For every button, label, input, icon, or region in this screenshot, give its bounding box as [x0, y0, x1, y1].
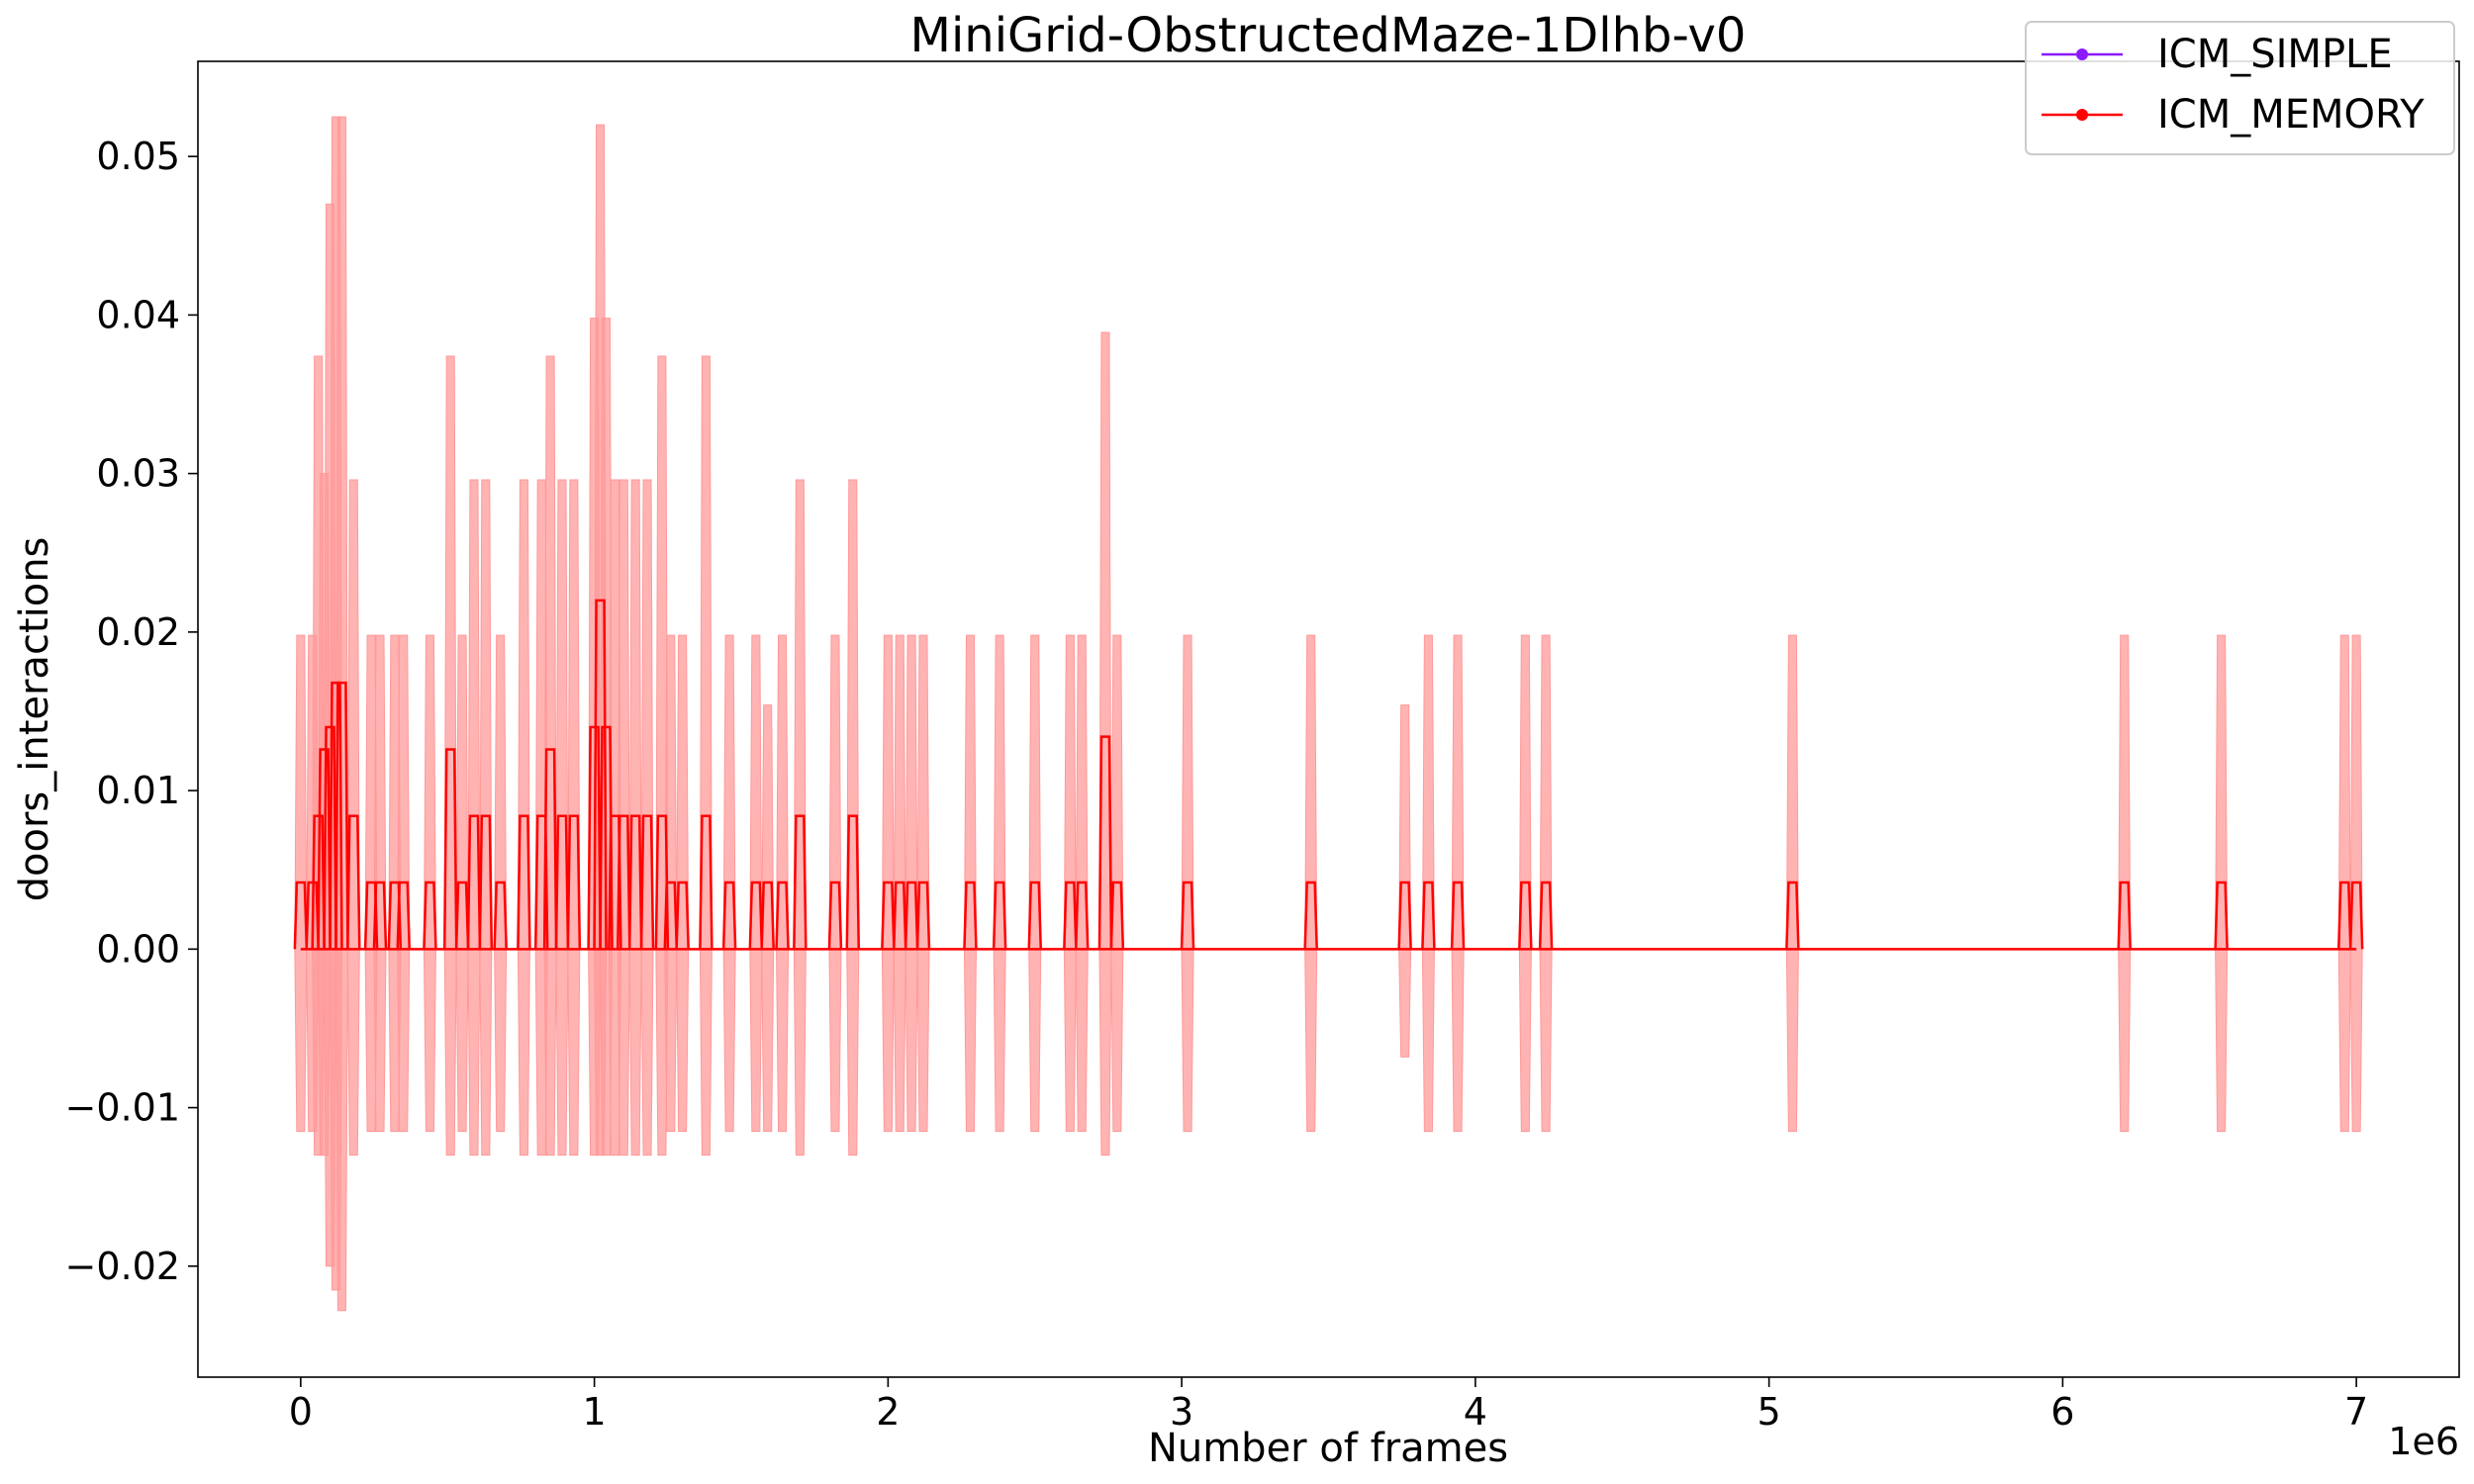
mean-spike [627, 814, 643, 950]
mean-spike [346, 814, 361, 950]
x-tick-label: 2 [876, 1390, 900, 1434]
legend-label-icm-simple: ICM_SIMPLE [2157, 32, 2393, 77]
mean-spike [699, 814, 714, 950]
mean-spike [334, 681, 349, 950]
mean-spike [639, 814, 655, 950]
y-axis-label: doors_interactions [12, 537, 57, 902]
y-tick-label: −0.02 [65, 1245, 180, 1288]
mean-spike [904, 881, 919, 950]
mean-spike [2348, 881, 2364, 950]
x-axis: 0 1 2 3 4 5 6 7 [289, 1377, 2368, 1434]
x-tick-label: 1 [583, 1390, 607, 1434]
mean-spike [542, 748, 558, 950]
mean-spike [675, 881, 690, 950]
mean-spike [963, 881, 978, 950]
x-axis-label: Number of frames [1148, 1426, 1508, 1471]
x-tick-label: 4 [1464, 1390, 1487, 1434]
mean-spike [1027, 881, 1042, 950]
mean-spike [554, 814, 570, 950]
y-tick-label: 0.05 [96, 135, 180, 178]
mean-spike [617, 814, 631, 950]
mean-spike [748, 881, 764, 950]
x-tick-label: 6 [2050, 1390, 2074, 1434]
mean-spike [992, 881, 1007, 950]
mean-spike [372, 881, 388, 950]
mean-spike [1063, 881, 1078, 950]
x-tick-label: 7 [2344, 1390, 2368, 1434]
mean-spike [311, 814, 326, 950]
y-axis: −0.02 −0.01 0.00 0.01 0.02 0.03 0.04 0.05 [65, 135, 198, 1288]
mean-spike [1421, 881, 1436, 950]
mean-spike [493, 881, 508, 950]
mean-spike [593, 599, 608, 950]
y-tick-label: −0.01 [65, 1086, 180, 1130]
mean-spike [1450, 881, 1466, 950]
legend-marker-icm-simple [2076, 48, 2088, 60]
mean-spike [317, 748, 332, 950]
legend-entry-icm-memory: ICM_MEMORY [2042, 92, 2425, 138]
x-tick-label: 3 [1170, 1390, 1193, 1434]
mean-spike [517, 814, 531, 950]
mean-spike [663, 881, 679, 950]
mean-spike [1109, 881, 1125, 950]
chart-title: MiniGrid-ObstructedMaze-1Dlhb-v0 [910, 8, 1747, 63]
mean-spike [329, 681, 343, 950]
y-tick-label: 0.00 [96, 927, 180, 971]
mean-spike [1180, 881, 1195, 950]
mean-spike [466, 814, 482, 950]
mean-spike [454, 881, 470, 950]
mean-spike [827, 881, 843, 950]
band-spike [1398, 704, 1412, 1058]
x-tick-label: 5 [1758, 1390, 1781, 1434]
mean-spike [323, 725, 337, 950]
y-tick-label: 0.04 [96, 293, 180, 336]
legend-marker-icm-memory [2076, 109, 2088, 121]
mean-spike [2117, 881, 2132, 950]
y-tick-label: 0.01 [96, 769, 180, 812]
legend-box [2025, 21, 2455, 155]
mean-spike [423, 881, 437, 950]
mean-spike [1518, 881, 1533, 950]
plot-frame [197, 60, 2460, 1378]
mean-spike [566, 814, 582, 950]
mean-spike [2337, 881, 2352, 950]
mean-spike [892, 881, 907, 950]
mean-spike [775, 881, 790, 950]
mean-spike [396, 881, 411, 950]
mean-spike [533, 814, 549, 950]
mean-spike [1074, 881, 1090, 950]
mean-spike [478, 814, 494, 950]
x-axis-offset-text: 1e6 [2388, 1420, 2459, 1463]
legend-entry-icm-simple: ICM_SIMPLE [2042, 32, 2393, 77]
mean-spike [760, 881, 775, 950]
mean-spike [845, 814, 861, 950]
mean-spike [793, 814, 808, 950]
mean-spike [915, 881, 931, 950]
y-tick-label: 0.03 [96, 452, 180, 496]
mean-spike [1397, 881, 1412, 950]
mean-spike [1785, 881, 1800, 950]
band-spike [699, 355, 713, 1157]
series-lines [293, 599, 2364, 951]
mean-spike [2214, 881, 2229, 950]
mean-spike [442, 748, 458, 950]
mean-spike [721, 881, 737, 950]
legend-label-icm-memory: ICM_MEMORY [2157, 92, 2425, 138]
x-tick-label: 0 [289, 1390, 313, 1434]
y-tick-label: 0.02 [96, 610, 180, 654]
mean-spike [1303, 881, 1318, 950]
legend: ICM_SIMPLE ICM_MEMORY [2025, 21, 2455, 155]
mean-spike [293, 881, 309, 950]
mean-spike [1538, 881, 1554, 950]
mean-spike [1097, 735, 1113, 950]
mean-spike [881, 881, 896, 950]
